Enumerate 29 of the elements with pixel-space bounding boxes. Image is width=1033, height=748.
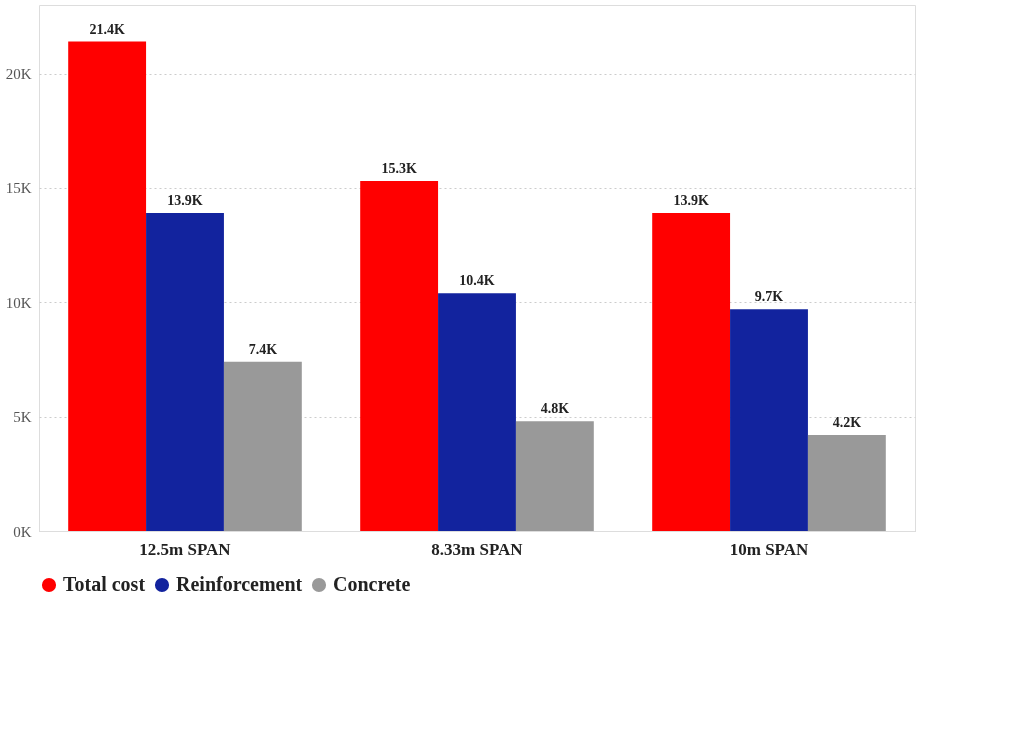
data-label: 21.4K [89,21,125,37]
bar [730,309,808,531]
y-tick-label: 10K [5,294,32,311]
bar [515,421,594,531]
y-tick-label: 15K [5,180,32,197]
data-label: 10.4K [459,273,495,289]
legend-label: Concrete [333,573,411,595]
x-tick-label: 10m SPAN [729,539,809,559]
data-label: 13.9K [167,193,203,209]
data-label: 7.4K [248,341,278,357]
data-label: 9.7K [754,289,784,305]
x-tick-label: 12.5m SPAN [139,539,232,559]
bar [360,181,439,531]
data-label: 15.3K [381,161,417,177]
data-label: 4.8K [540,401,570,417]
bar [438,293,516,531]
y-tick-label: 5K [13,409,32,426]
bar [223,361,302,531]
x-tick-label: 8.33m SPAN [431,539,524,559]
bar [807,434,886,531]
bar [146,213,224,531]
bar [652,213,731,531]
bar [68,41,147,531]
data-label: 13.9K [673,193,709,209]
y-tick-label: 0K [13,523,32,540]
legend-label: Reinforcement [176,573,303,595]
data-label: 4.2K [832,414,862,430]
legend-label: Total cost [63,573,146,595]
y-tick-label: 20K [5,66,32,83]
